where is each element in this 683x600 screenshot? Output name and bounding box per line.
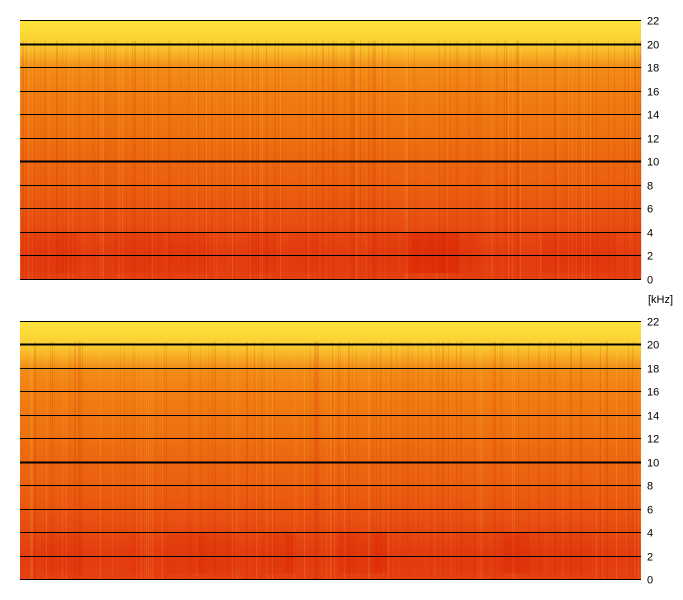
spectrogram-texture <box>20 40 642 279</box>
spectrogram-field <box>20 20 641 279</box>
y-tick-label: 22 <box>647 16 659 28</box>
y-tick-label: 18 <box>647 364 659 376</box>
y-tick-label: 10 <box>647 458 659 470</box>
spectrogram-texture <box>30 341 642 579</box>
y-tick-label: 6 <box>647 505 653 517</box>
y-tick-label: 22 <box>647 317 659 329</box>
y-tick-label: 16 <box>647 87 659 99</box>
y-tick-label: 4 <box>647 528 653 540</box>
y-tick-label: 0 <box>647 275 653 287</box>
y-tick-label: 18 <box>647 63 659 75</box>
spectrogram-channel-2: 0 2 4 6 8 10 12 14 16 18 20 22 <box>20 317 659 587</box>
y-tick-label: 20 <box>647 340 659 352</box>
y-tick-label: 8 <box>647 481 653 493</box>
y-tick-label: 12 <box>647 434 659 446</box>
y-tick-label: 12 <box>647 134 659 146</box>
y-tick-label: 14 <box>647 411 659 423</box>
y-tick-label: 20 <box>647 40 659 52</box>
spectrogram-field <box>20 321 641 579</box>
y-tick-label: 8 <box>647 181 653 193</box>
y-tick-label: 4 <box>647 228 653 240</box>
y-tick-label: 16 <box>647 387 659 399</box>
y-tick-label: 6 <box>647 204 653 216</box>
y-tick-label: 2 <box>647 251 653 263</box>
spectrogram-channel-1: 0 2 4 6 8 10 12 14 16 18 20 22 <box>20 16 659 287</box>
y-tick-label: 0 <box>647 575 653 587</box>
frequency-unit-label: [kHz] <box>648 294 673 306</box>
y-tick-label: 2 <box>647 552 653 564</box>
y-tick-label: 10 <box>647 157 659 169</box>
y-tick-label: 14 <box>647 110 659 122</box>
